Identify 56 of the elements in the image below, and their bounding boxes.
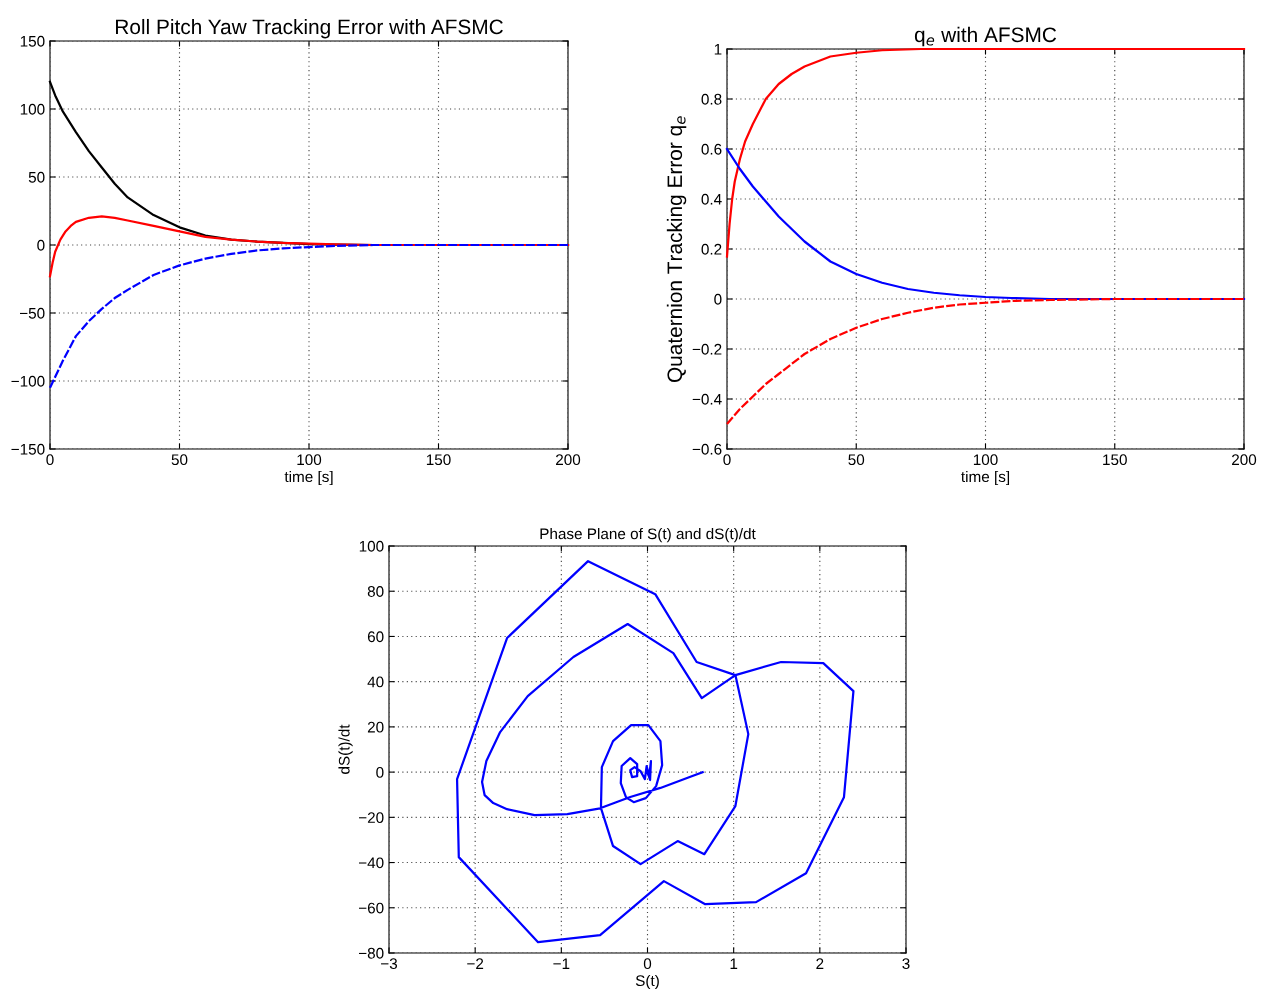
y-tick-label: 60 [367, 631, 384, 643]
line-series [455, 560, 855, 944]
y-tick-label: 100 [359, 540, 384, 552]
x-tick-label: 150 [1103, 454, 1127, 466]
y-tick-label: −60 [358, 902, 384, 914]
y-tick-label: −150 [11, 443, 45, 455]
x-tick-label: −3 [381, 958, 398, 970]
y-tick-label: 0.4 [701, 193, 722, 205]
y-tick-label: 0.8 [701, 93, 722, 105]
y-tick-label: −40 [358, 857, 384, 869]
x-tick-label: −2 [467, 958, 484, 969]
y-tick-label: 80 [367, 586, 384, 597]
x-tick-label: 100 [973, 454, 998, 466]
y-axis-title: Quaternion Tracking Error q$_{e}$ [666, 116, 687, 383]
x-tick-label: 150 [426, 454, 451, 466]
x-tick-label: 0 [723, 454, 731, 466]
chart-title: Phase Plane of S(t) and dS(t)/dt [540, 527, 756, 543]
y-tick-label: −80 [358, 947, 384, 959]
y-tick-label: −0.6 [692, 443, 722, 455]
x-tick-label: 50 [171, 454, 188, 466]
y-tick-label: 0.6 [701, 143, 722, 155]
y-tick-label: 0 [37, 239, 45, 251]
y-tick-label: −50 [19, 307, 45, 319]
y-tick-label: −0.2 [692, 343, 722, 355]
y-tick-label: 40 [367, 676, 384, 688]
y-tick-label: 50 [28, 171, 45, 183]
y-tick-label: 0 [714, 293, 722, 305]
chart-title: Roll Pitch Yaw Tracking Error with AFSMC [116, 18, 503, 39]
x-axis-title: S(t) [635, 974, 659, 990]
y-tick-label: 0 [376, 766, 384, 778]
x-tick-label: 200 [556, 454, 581, 466]
y-tick-label: −0.4 [692, 393, 722, 405]
line-series [48, 243, 570, 389]
x-tick-label: 1 [730, 958, 738, 969]
x-axis-title: time [s] [284, 470, 333, 486]
y-axis-title: dS(t)/dt [338, 724, 353, 774]
x-axis-title: time [s] [961, 470, 1010, 486]
x-tick-label: 3 [902, 958, 910, 970]
x-tick-label: 0 [643, 958, 652, 970]
x-tick-label: 0 [46, 454, 54, 466]
line-series [725, 147, 1246, 301]
y-tick-label: −100 [11, 375, 45, 387]
chart-title: q$_{e}$ with AFSMC [914, 26, 1057, 47]
y-tick-label: 20 [367, 721, 384, 733]
x-tick-label: 200 [1232, 454, 1257, 466]
x-tick-label: 50 [848, 454, 865, 466]
line-series [48, 215, 570, 278]
y-tick-label: −20 [358, 812, 384, 824]
line-series [725, 297, 1246, 426]
y-tick-label: 1 [714, 44, 722, 55]
x-tick-label: 100 [297, 454, 322, 466]
x-tick-label: 2 [816, 958, 824, 969]
x-tick-label: −1 [553, 958, 570, 969]
y-tick-label: 150 [20, 35, 45, 47]
y-tick-label: 0.2 [701, 243, 722, 255]
y-tick-label: 100 [20, 103, 45, 115]
